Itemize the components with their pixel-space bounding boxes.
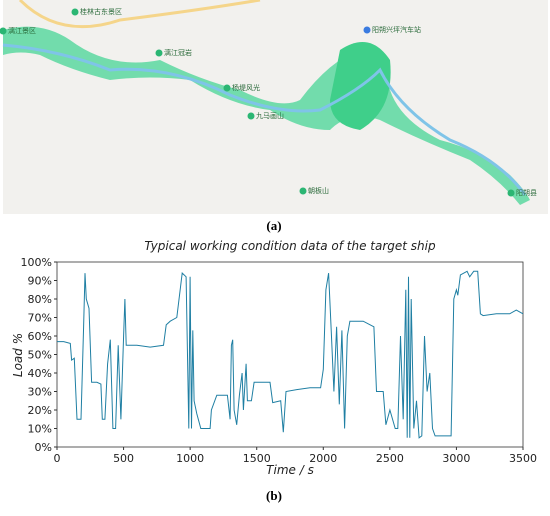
- x-tick-label: 3500: [509, 452, 537, 465]
- y-tick-label: 0%: [35, 441, 52, 454]
- map-label: 阳朔县: [516, 188, 537, 197]
- map-marker: [507, 189, 515, 197]
- chart-caption: (b): [266, 488, 282, 503]
- y-tick-label: 100%: [21, 256, 52, 269]
- x-tick-label: 500: [113, 452, 134, 465]
- y-tick-label: 20%: [28, 404, 52, 417]
- y-tick-label: 50%: [28, 349, 52, 362]
- map: [2, 0, 548, 214]
- y-tick-label: 70%: [28, 312, 52, 325]
- x-tick-label: 3000: [442, 452, 470, 465]
- map-label: 阳朔兴坪汽车站: [372, 25, 421, 34]
- y-tick-label: 30%: [28, 386, 52, 399]
- map-marker: [299, 187, 307, 195]
- y-tick-label: 60%: [28, 330, 52, 343]
- map-marker: [223, 84, 231, 92]
- map-caption: (a): [266, 218, 281, 233]
- x-tick-label: 1000: [176, 452, 204, 465]
- map-marker: [247, 112, 255, 120]
- map-label: 漓江景区: [8, 26, 36, 35]
- map-label: 漓江冠岩: [164, 48, 192, 57]
- map-marker: [71, 8, 79, 16]
- map-marker: [363, 26, 371, 34]
- map-marker: [0, 27, 7, 35]
- map-label: 朝板山: [308, 186, 329, 195]
- map-label: 桂林古东景区: [80, 7, 122, 16]
- chart-title: Typical working condition data of the ta…: [144, 239, 436, 253]
- x-tick-label: 2500: [376, 452, 404, 465]
- map-label: 杨堤风光: [232, 83, 260, 92]
- x-tick-label: 0: [54, 452, 61, 465]
- x-axis-label: Time / s: [266, 463, 314, 477]
- y-axis-label: Load %: [11, 333, 25, 377]
- map-label: 九马画山: [256, 111, 284, 120]
- river: [2, 43, 527, 196]
- load-line: [57, 270, 524, 439]
- road: [18, 0, 261, 29]
- y-tick-label: 10%: [28, 423, 52, 436]
- y-tick-label: 80%: [28, 293, 52, 306]
- y-tick-label: 40%: [28, 367, 52, 380]
- map-marker: [155, 49, 163, 57]
- x-tick-label: 1500: [243, 452, 271, 465]
- river-area: [3, 26, 530, 205]
- x-tick-label: 2000: [309, 452, 337, 465]
- y-tick-label: 90%: [28, 275, 52, 288]
